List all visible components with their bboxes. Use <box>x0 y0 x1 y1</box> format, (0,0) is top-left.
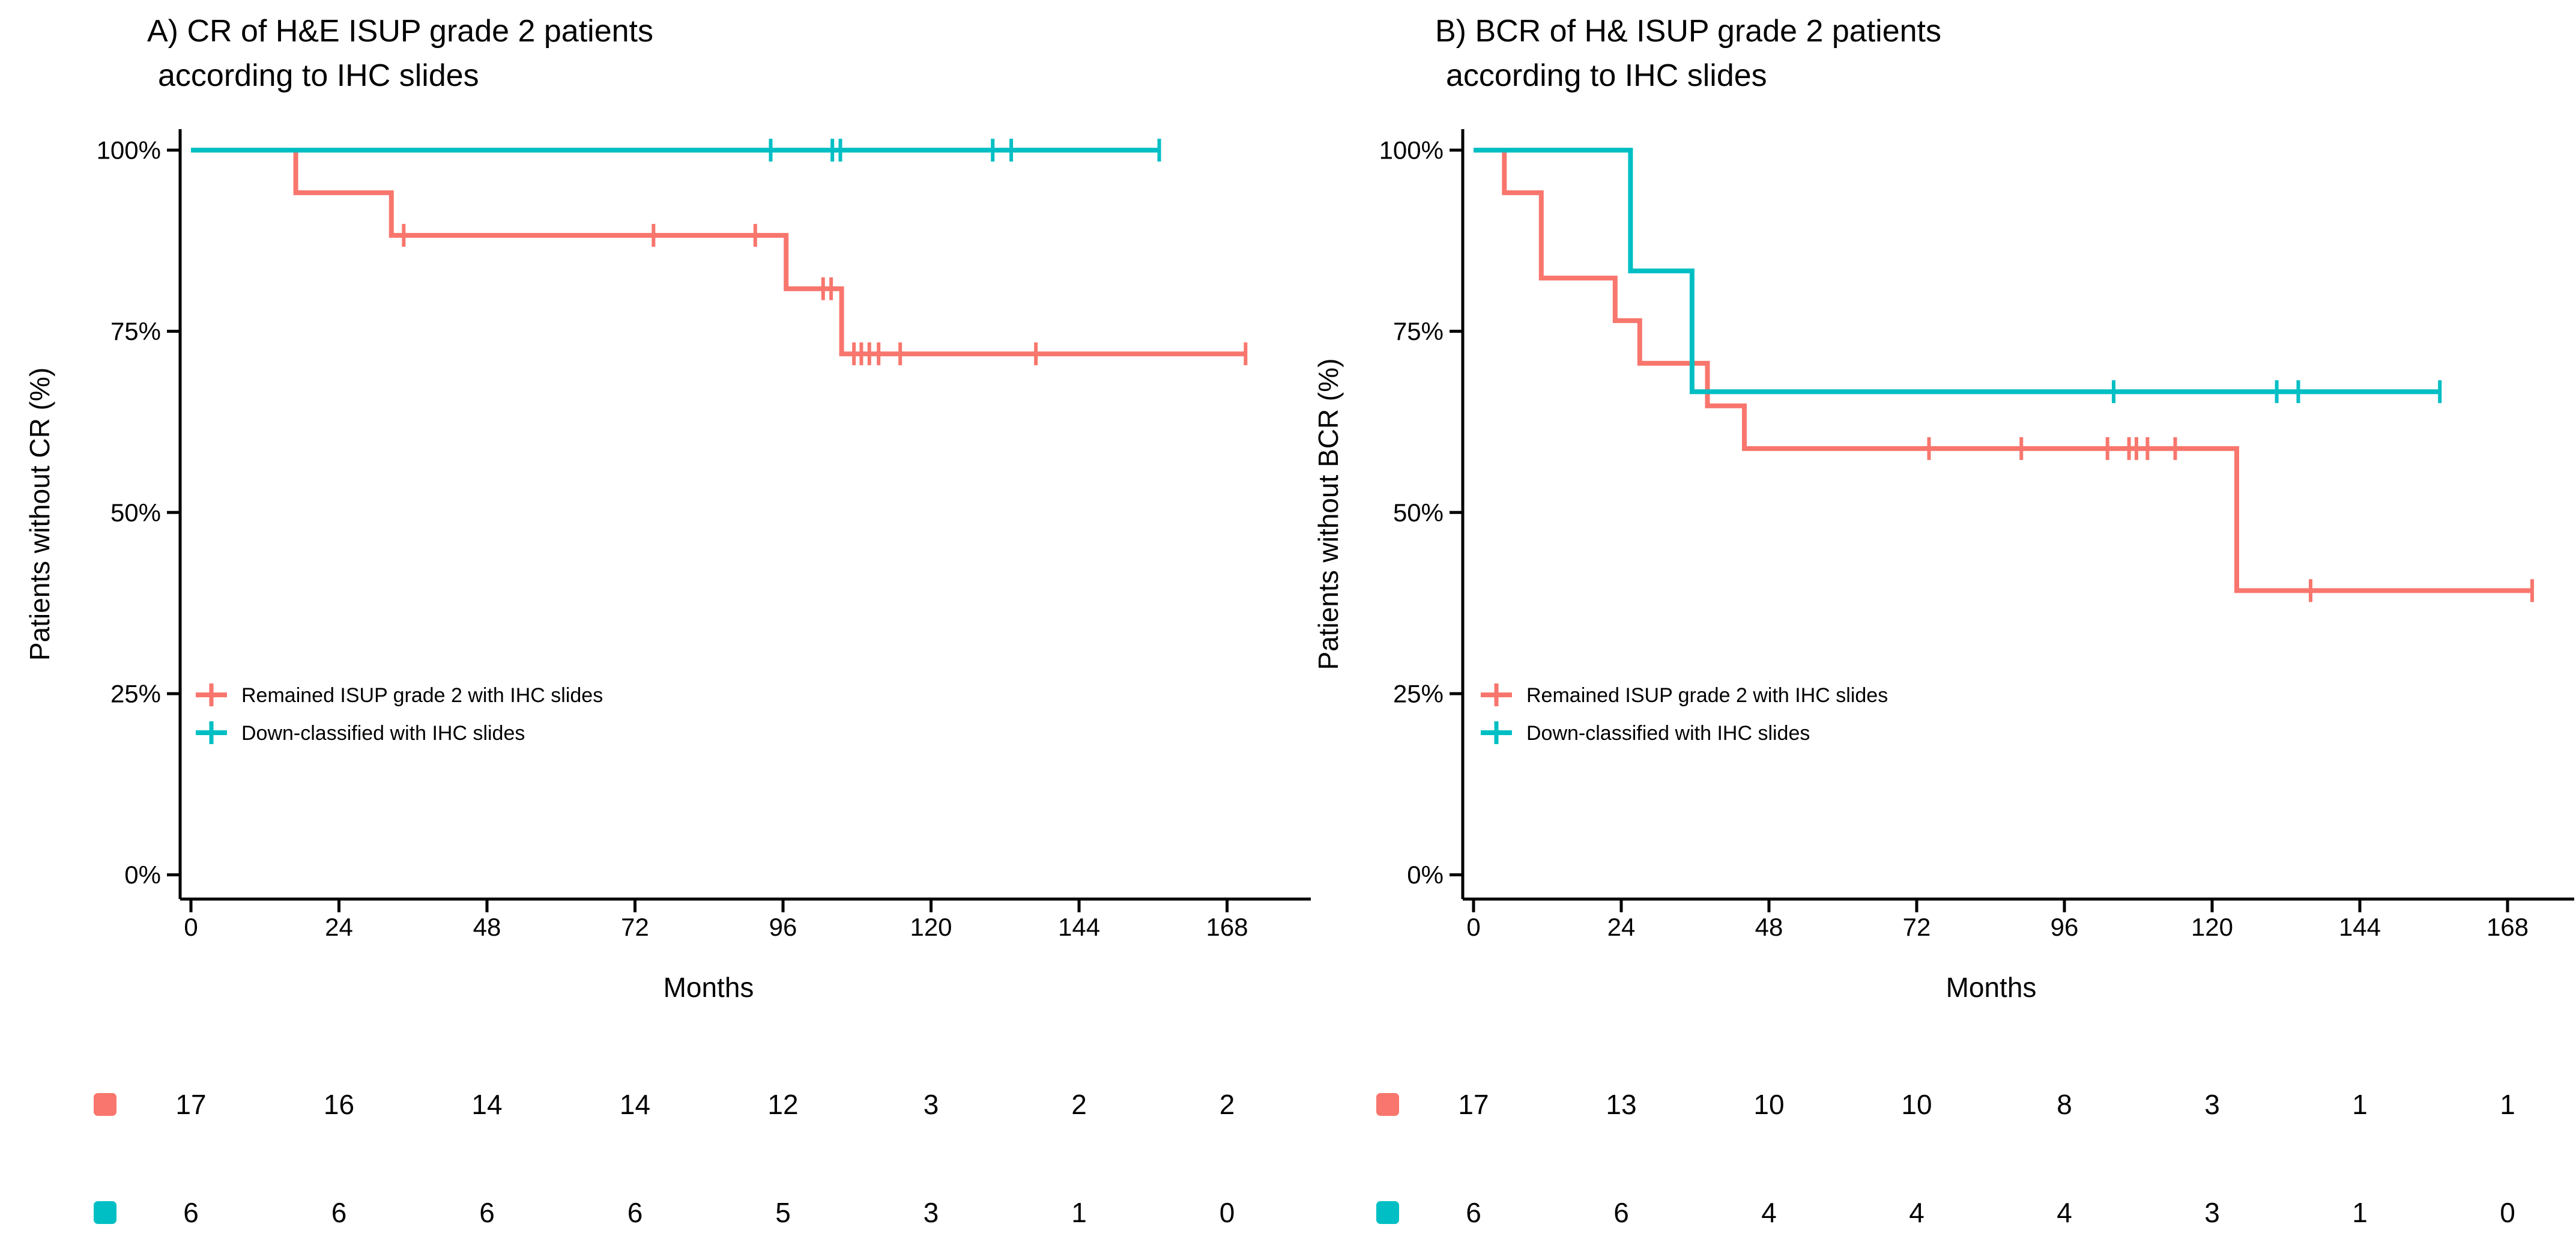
panel-b-y-axis-title: Patients without BCR (%) <box>1313 359 1344 670</box>
panel-b-legend-label-remained: Remained ISUP grade 2 with IHC slides <box>1526 684 1888 707</box>
risk-count: 0 <box>1219 1197 1235 1228</box>
risk-count: 17 <box>175 1089 207 1120</box>
risk-row-marker <box>94 1093 116 1116</box>
risk-row-marker <box>94 1201 116 1224</box>
y-tick-label: 75% <box>1393 317 1444 345</box>
x-tick-label: 24 <box>1607 913 1636 941</box>
panel-a-y-axis-title: Patients without CR (%) <box>24 368 55 661</box>
panel-b-legend-label-downclassified: Down-classified with IHC slides <box>1526 722 1810 745</box>
risk-count: 6 <box>1613 1197 1629 1228</box>
risk-count: 17 <box>1458 1089 1489 1120</box>
x-tick-label: 120 <box>910 913 952 941</box>
x-tick-label: 72 <box>1903 913 1931 941</box>
risk-count: 1 <box>2500 1089 2515 1120</box>
risk-count: 6 <box>331 1197 347 1228</box>
risk-count: 1 <box>2352 1089 2368 1120</box>
risk-count: 2 <box>1071 1089 1087 1120</box>
risk-count: 6 <box>479 1197 495 1228</box>
x-tick-label: 0 <box>184 913 198 941</box>
risk-count: 3 <box>2204 1197 2220 1228</box>
panel-a-title-line1: A) CR of H&E ISUP grade 2 patients <box>147 14 653 49</box>
km-curve-downclassified <box>1474 148 2440 395</box>
risk-count: 14 <box>619 1089 651 1120</box>
risk-count: 13 <box>1606 1089 1637 1120</box>
panel-a-legend-label-downclassified: Down-classified with IHC slides <box>241 722 525 745</box>
y-tick-label: 50% <box>110 498 161 527</box>
risk-count: 3 <box>2204 1089 2220 1120</box>
risk-count: 12 <box>767 1089 799 1120</box>
x-tick-label: 168 <box>2487 913 2529 941</box>
x-tick-label: 0 <box>1466 913 1480 941</box>
risk-count: 3 <box>923 1089 939 1120</box>
x-tick-label: 96 <box>2051 913 2079 941</box>
y-tick-label: 0% <box>124 861 161 889</box>
risk-count: 6 <box>627 1197 643 1228</box>
risk-count: 16 <box>323 1089 355 1120</box>
km-curve-remained <box>191 148 1246 357</box>
x-tick-label: 120 <box>2191 913 2233 941</box>
panel-b-title-line1: B) BCR of H& ISUP grade 2 patients <box>1435 14 1941 49</box>
risk-count: 3 <box>923 1197 939 1228</box>
y-tick-label: 50% <box>1393 498 1444 527</box>
y-tick-label: 0% <box>1407 861 1444 889</box>
risk-count: 4 <box>1909 1197 1924 1228</box>
risk-count: 1 <box>2352 1197 2368 1228</box>
x-tick-label: 48 <box>473 913 501 941</box>
risk-count: 5 <box>775 1197 791 1228</box>
risk-count: 10 <box>1753 1089 1785 1120</box>
panel-b-title-line2: according to IHC slides <box>1446 58 1767 93</box>
y-tick-label: 100% <box>97 136 161 165</box>
risk-count: 10 <box>1901 1089 1932 1120</box>
risk-count: 0 <box>2500 1197 2515 1228</box>
risk-count: 4 <box>1761 1197 1777 1228</box>
risk-count: 6 <box>1466 1197 1481 1228</box>
y-tick-label: 75% <box>110 317 161 345</box>
x-tick-label: 72 <box>621 913 649 941</box>
panel-a-x-axis-title: Months <box>664 972 754 1003</box>
risk-count: 14 <box>471 1089 503 1120</box>
x-tick-label: 96 <box>769 913 797 941</box>
risk-row-marker <box>1376 1201 1399 1224</box>
y-tick-label: 25% <box>110 679 161 707</box>
x-tick-label: 48 <box>1755 913 1783 941</box>
risk-count: 8 <box>2057 1089 2072 1120</box>
x-tick-label: 144 <box>1058 913 1100 941</box>
panel-a-title-line2: according to IHC slides <box>158 58 479 93</box>
y-tick-label: 25% <box>1393 679 1444 707</box>
risk-row-marker <box>1376 1093 1399 1116</box>
km-curve-remained <box>1474 148 2532 593</box>
x-tick-label: 168 <box>1206 913 1248 941</box>
x-tick-label: 144 <box>2339 913 2381 941</box>
panel-b-x-axis-title: Months <box>1946 972 2037 1003</box>
risk-count: 1 <box>1071 1197 1087 1228</box>
risk-count: 4 <box>2057 1197 2072 1228</box>
y-tick-label: 100% <box>1379 136 1444 165</box>
risk-count: 2 <box>1219 1089 1235 1120</box>
risk-count: 6 <box>183 1197 199 1228</box>
panel-a-legend-label-remained: Remained ISUP grade 2 with IHC slides <box>241 684 603 707</box>
x-tick-label: 24 <box>325 913 353 941</box>
